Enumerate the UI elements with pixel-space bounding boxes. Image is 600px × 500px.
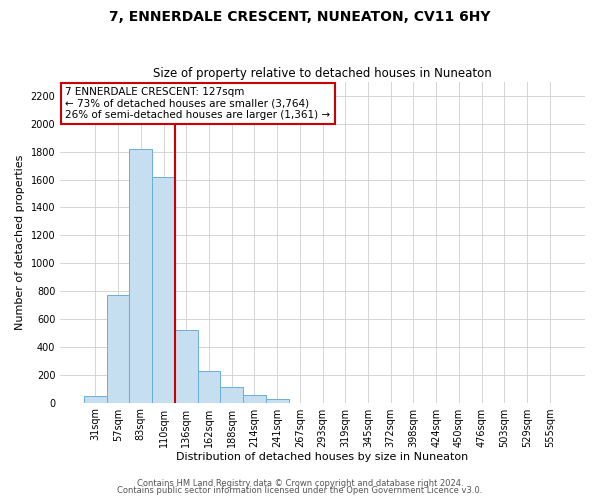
Text: 7, ENNERDALE CRESCENT, NUNEATON, CV11 6HY: 7, ENNERDALE CRESCENT, NUNEATON, CV11 6H… — [109, 10, 491, 24]
Text: Contains HM Land Registry data © Crown copyright and database right 2024.: Contains HM Land Registry data © Crown c… — [137, 478, 463, 488]
Bar — [84, 396, 107, 402]
Bar — [243, 395, 266, 402]
Bar — [266, 399, 289, 402]
Bar — [152, 177, 175, 402]
Bar — [107, 294, 130, 403]
Bar — [130, 149, 152, 403]
Title: Size of property relative to detached houses in Nuneaton: Size of property relative to detached ho… — [153, 66, 492, 80]
Bar — [220, 388, 243, 402]
Text: 7 ENNERDALE CRESCENT: 127sqm
← 73% of detached houses are smaller (3,764)
26% of: 7 ENNERDALE CRESCENT: 127sqm ← 73% of de… — [65, 87, 331, 120]
Bar — [197, 370, 220, 402]
X-axis label: Distribution of detached houses by size in Nuneaton: Distribution of detached houses by size … — [176, 452, 469, 462]
Text: Contains public sector information licensed under the Open Government Licence v3: Contains public sector information licen… — [118, 486, 482, 495]
Y-axis label: Number of detached properties: Number of detached properties — [15, 154, 25, 330]
Bar — [175, 330, 197, 402]
